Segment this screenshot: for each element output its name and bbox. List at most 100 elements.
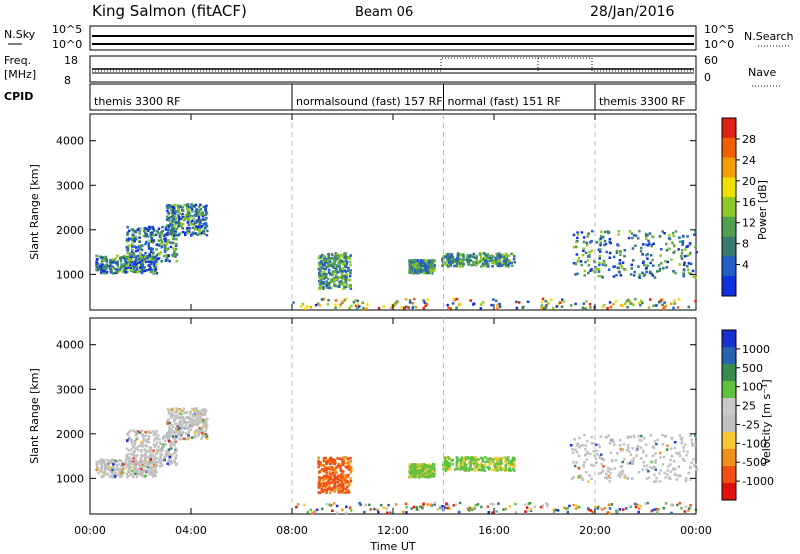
scatter-cell	[325, 483, 329, 487]
scatter-cell	[455, 456, 459, 459]
scatter-cell	[621, 470, 625, 474]
scatter-cell	[148, 472, 151, 476]
scatter-cell	[324, 261, 327, 264]
scatter-cell	[572, 246, 576, 249]
scatter-cell	[164, 259, 168, 262]
scatter-cell	[133, 245, 137, 248]
scatter-cell	[340, 472, 344, 476]
scatter-cell	[678, 451, 681, 455]
scatter-cell	[507, 254, 510, 257]
scatter-cell	[144, 434, 148, 437]
scatter-cell	[660, 262, 663, 265]
scatter-cell	[449, 255, 453, 259]
scatter-cell	[504, 507, 508, 511]
scatter-cell	[618, 508, 622, 511]
scatter-cell	[341, 263, 345, 266]
scatter-cell	[198, 205, 201, 209]
colorbar-tick-label: 8	[742, 238, 749, 251]
scatter-cell	[203, 413, 207, 417]
scatter-cell	[123, 256, 126, 260]
scatter-cell	[99, 458, 103, 461]
scatter-cell	[102, 460, 106, 463]
scatter-cell	[153, 471, 156, 474]
scatter-cell	[152, 227, 155, 231]
scatter-cell	[338, 486, 342, 490]
scatter-cell	[409, 270, 413, 273]
scatter-cell	[169, 447, 173, 450]
colorbar-swatch	[722, 364, 736, 382]
scatter-cell	[336, 457, 339, 460]
scatter-cell	[317, 462, 320, 465]
scatter-cell	[341, 283, 345, 287]
scatter-cell	[637, 237, 640, 240]
scatter-cell	[165, 432, 169, 435]
scatter-cell	[508, 467, 512, 470]
colorbar-swatch	[722, 236, 736, 257]
colorbar-tick-label: 100	[742, 381, 763, 394]
scatter-cell	[418, 469, 422, 472]
scatter-cell	[667, 465, 670, 468]
scatter-cell	[200, 414, 204, 417]
scatter-cell	[166, 215, 169, 219]
scatter-cell	[430, 465, 434, 469]
scatter-cell	[600, 453, 603, 456]
scatter-cell	[331, 509, 334, 512]
scatter-cell	[679, 255, 683, 258]
scatter-cell	[175, 430, 179, 433]
scatter-cell	[497, 462, 500, 466]
scatter-cell	[178, 212, 182, 215]
scatter-cell	[645, 234, 648, 238]
scatter-cell	[672, 244, 676, 247]
scatter-cell	[603, 243, 606, 247]
scatter-cell	[350, 469, 353, 472]
scatter-cell	[662, 267, 665, 270]
scatter-cell	[583, 269, 587, 273]
scatter-cell	[651, 445, 655, 448]
scatter-cell	[101, 475, 104, 478]
colorbar-tick-label: -100	[742, 437, 767, 450]
scatter-cell	[150, 237, 153, 240]
scatter-cell	[624, 268, 627, 271]
scatter-cell	[348, 306, 351, 310]
scatter-cell	[174, 216, 178, 220]
scatter-cell	[103, 467, 107, 471]
scatter-cell	[167, 410, 171, 413]
scatter-cell	[655, 511, 659, 514]
scatter-cell	[167, 437, 170, 440]
scatter-cell	[318, 478, 321, 482]
scatter-cell	[102, 461, 105, 464]
scatter-cell	[590, 435, 594, 439]
scatter-cell	[416, 259, 420, 262]
scatter-cell	[129, 266, 133, 270]
scatter-cell	[587, 232, 590, 235]
scatter-cell	[620, 449, 623, 452]
scatter-cell	[581, 478, 585, 481]
scatter-cell	[497, 262, 500, 265]
scatter-cell	[179, 416, 183, 419]
scatter-cell	[111, 265, 115, 269]
scatter-cell	[322, 297, 326, 301]
scatter-cell	[321, 263, 325, 267]
scatter-cell	[616, 452, 619, 455]
scatter-cell	[359, 503, 362, 506]
scatter-cell	[411, 468, 415, 471]
scatter-cell	[328, 491, 332, 494]
scatter-cell	[119, 475, 122, 479]
colorbar-tick-label: 12	[742, 217, 756, 230]
scatter-cell	[645, 464, 649, 467]
scatter-cell	[174, 447, 177, 450]
scatter-cell	[443, 463, 447, 467]
scatter-cell	[129, 238, 133, 241]
nave-trace	[92, 57, 694, 72]
scatter-cell	[647, 239, 650, 243]
scatter-cell	[629, 453, 633, 456]
scatter-cell	[623, 474, 627, 477]
scatter-cell	[166, 229, 170, 232]
scatter-cell	[322, 277, 325, 280]
colorbar-swatch	[722, 216, 736, 238]
scatter-cell	[500, 462, 503, 465]
scatter-cell	[515, 306, 519, 310]
scatter-cell	[144, 474, 147, 478]
scatter-cell	[422, 306, 425, 310]
scatter-cell	[431, 269, 435, 272]
